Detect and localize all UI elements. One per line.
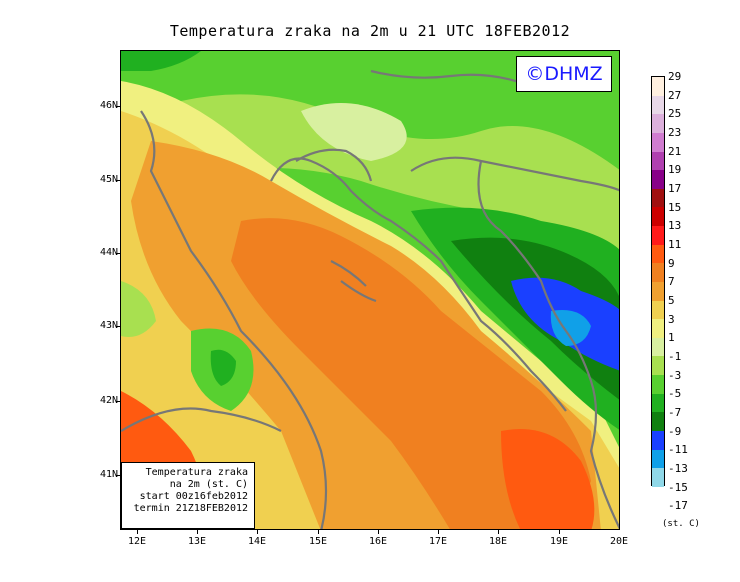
legend-band [652,77,664,96]
lon-tick [197,530,198,534]
info-variable: Temperatura zraka [145,467,248,478]
legend-band [652,281,664,301]
legend-band [652,244,664,264]
lon-label-17e: 17E [428,536,448,547]
map-title: Temperatura zraka na 2m u 21 UTC 18FEB20… [169,22,571,40]
legend-label: 1 [668,331,675,345]
legend-colorbar [651,76,665,487]
legend-label: 3 [668,312,675,326]
legend-label: 11 [668,237,682,251]
legend-band [652,319,664,338]
legend-label: 17 [668,181,682,195]
legend-band [652,393,664,413]
legend-label: 5 [668,293,675,307]
lat-tick [116,326,120,327]
legend-label: -15 [668,480,688,494]
legend-label: -17 [668,499,688,513]
lon-label-14e: 14E [247,536,267,547]
legend-band [652,207,664,226]
lat-tick [116,253,120,254]
lon-tick [318,530,319,534]
legend-band [652,95,664,115]
legend-band [652,356,664,375]
legend-unit: (st. C) [662,519,700,529]
legend-band [652,430,664,450]
legend-label: 23 [668,125,682,139]
legend-label: -13 [668,461,688,475]
legend-label: 13 [668,219,682,233]
legend-band [652,300,664,320]
lon-tick [378,530,379,534]
lon-label-12e: 12E [127,536,147,547]
dhmz-logo: ©DHMZ [516,56,612,92]
legend-label: 15 [668,200,682,214]
legend-label: 7 [668,275,675,289]
legend-band [652,170,664,189]
legend-band [652,375,664,394]
lat-tick [116,180,120,181]
legend-band [652,151,664,171]
legend-band [652,188,664,208]
legend-band [652,132,664,152]
lat-label-46n: 46N [99,100,118,111]
legend-label: -1 [668,349,682,363]
legend-band [652,263,664,282]
lon-tick [438,530,439,534]
lon-label-18e: 18E [488,536,508,547]
temperature-map [120,50,620,530]
lat-label-42n: 42N [99,395,118,406]
lat-tick [116,401,120,402]
legend-band [652,226,664,245]
lon-tick [257,530,258,534]
lon-tick [559,530,560,534]
legend-band [652,114,664,133]
legend-label: 27 [668,88,682,102]
legend-band [652,468,664,487]
lat-label-41n: 41N [99,469,118,480]
legend-label: -9 [668,424,682,438]
temperature-field [121,51,619,529]
lat-tick [116,106,120,107]
lat-label-43n: 43N [99,320,118,331]
legend-label: 19 [668,163,682,177]
legend-label: 21 [668,144,682,158]
legend-label: -7 [668,405,682,419]
lat-label-45n: 45N [99,174,118,185]
legend-band [652,337,664,357]
info-box: Temperatura zraka na 2m (st. C) start 00… [121,462,255,529]
lon-tick [498,530,499,534]
info-units: na 2m (st. C) [169,479,248,490]
lon-label-20e: 20E [609,536,629,547]
legend-label: -11 [668,443,688,457]
lon-label-15e: 15E [308,536,328,547]
legend-label: 29 [668,70,682,83]
lat-label-44n: 44N [99,247,118,258]
legend-band [652,412,664,431]
info-valid-time: termin 21Z18FEB2012 [133,503,248,514]
lon-label-19e: 19E [549,536,569,547]
legend-label: -3 [668,368,682,382]
legend-label: 9 [668,256,675,270]
legend-band [652,449,664,469]
legend-label: -5 [668,387,682,401]
info-start: start 00z16feb2012 [139,491,248,502]
lon-label-16e: 16E [368,536,388,547]
legend-label: 25 [668,107,682,121]
lon-label-13e: 13E [187,536,207,547]
lat-tick [116,475,120,476]
lon-tick [137,530,138,534]
